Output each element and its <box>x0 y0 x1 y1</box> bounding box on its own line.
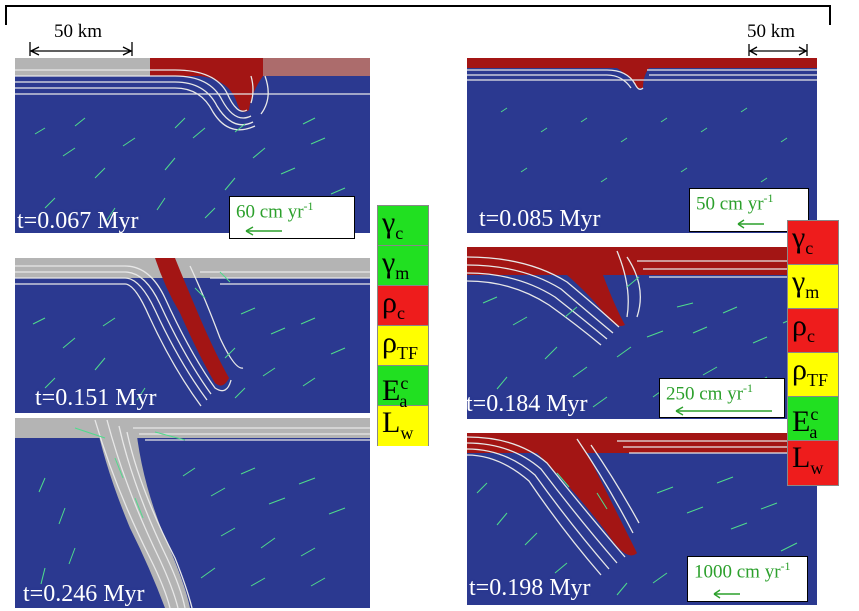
velocity-legend-right-1: 50 cm yr-1 <box>689 188 809 232</box>
panel-left-3: t=0.246 Myr <box>15 418 370 608</box>
velocity-value: 1000 cm yr-1 <box>694 559 791 583</box>
velocity-arrow-icon <box>713 589 740 599</box>
panel-left-1: t=0.067 Myr <box>15 58 370 233</box>
parameter-cell-2: ρc <box>788 309 838 353</box>
parameter-column-right: γc γm ρc ρTF Eca Lw <box>787 220 839 486</box>
parameter-subscript: w <box>810 458 824 478</box>
scale-bar-right: 50 km <box>747 21 809 56</box>
parameter-superscript: c <box>400 373 409 393</box>
field-right-2 <box>467 247 817 408</box>
parameter-subscript: a <box>399 391 408 411</box>
parameter-cell-2: ρc <box>378 286 428 326</box>
field-left-1 <box>15 58 370 221</box>
velocity-arrow-icon <box>675 406 772 416</box>
parameter-cell-3: ρTF <box>788 353 838 397</box>
parameter-subscript: m <box>805 282 820 302</box>
velocity-legend-right-3: 1000 cm yr-1 <box>687 556 808 602</box>
parameter-symbol: E <box>382 374 401 407</box>
scale-bar-left-label: 50 km <box>54 21 103 42</box>
parameter-superscript: c <box>810 404 819 424</box>
time-label: t=0.151 Myr <box>35 385 157 411</box>
parameter-symbol: γ <box>382 246 396 279</box>
parameter-subscript: c <box>805 238 814 258</box>
field-left-3 <box>15 418 370 608</box>
velocity-legend-left-1: 60 cm yr-1 <box>229 196 355 239</box>
panel-right-1: t=0.085 Myr <box>467 58 817 233</box>
parameter-cell-1: γm <box>788 265 838 309</box>
parameter-cell-4: Eca <box>378 366 428 411</box>
velocity-arrow-icon <box>245 226 282 236</box>
time-label: t=0.184 Myr <box>467 391 588 417</box>
time-label: t=0.067 Myr <box>17 208 139 233</box>
field-right-1 <box>467 58 817 183</box>
parameter-cell-4: Eca <box>788 397 838 442</box>
parameter-subscript: c <box>396 303 405 323</box>
parameter-symbol: ρ <box>382 326 397 359</box>
parameter-symbol: γ <box>382 206 396 239</box>
parameter-subscript: c <box>806 326 815 346</box>
parameter-symbol: ρ <box>792 309 807 342</box>
velocity-legend-right-2: 250 cm yr-1 <box>659 378 785 418</box>
parameter-subscript: w <box>400 423 414 443</box>
parameter-symbol: γ <box>792 221 806 254</box>
scale-bar-right-label: 50 km <box>747 21 796 42</box>
velocity-value: 50 cm yr-1 <box>696 191 774 215</box>
parameter-symbol: E <box>792 405 811 438</box>
parameter-cell-0: γc <box>378 206 428 246</box>
scale-bar-left: 50 km <box>28 21 134 56</box>
time-label: t=0.085 Myr <box>479 206 601 232</box>
panel-left-2: t=0.151 Myr <box>15 258 370 413</box>
scale-arrow-left <box>29 42 133 56</box>
parameter-symbol: L <box>792 441 811 474</box>
velocity-value: 60 cm yr-1 <box>236 199 314 223</box>
parameter-symbol: ρ <box>792 353 807 386</box>
time-label: t=0.198 Myr <box>469 575 591 601</box>
time-label: t=0.246 Myr <box>23 581 145 607</box>
parameter-symbol: ρ <box>382 286 397 319</box>
parameter-column-left: γc γm ρc ρTF Eca Lw <box>377 205 429 446</box>
parameter-cell-0: γc <box>788 221 838 265</box>
parameter-symbol: L <box>382 406 401 439</box>
parameter-subscript: TF <box>806 370 828 390</box>
figure-bracket <box>5 5 831 25</box>
parameter-subscript: TF <box>396 343 418 363</box>
parameter-symbol: γ <box>792 265 806 298</box>
parameter-subscript: c <box>395 223 404 243</box>
parameter-cell-3: ρTF <box>378 326 428 366</box>
parameter-subscript: a <box>809 422 818 442</box>
velocity-value: 250 cm yr-1 <box>666 381 754 405</box>
velocity-arrow-icon <box>737 219 764 229</box>
field-right-3 <box>467 433 817 596</box>
parameter-cell-5: Lw <box>788 441 838 485</box>
parameter-cell-1: γm <box>378 246 428 286</box>
field-left-2 <box>15 258 370 407</box>
parameter-subscript: m <box>395 263 410 283</box>
parameter-cell-5: Lw <box>378 406 428 446</box>
scale-arrow-right <box>748 44 808 56</box>
